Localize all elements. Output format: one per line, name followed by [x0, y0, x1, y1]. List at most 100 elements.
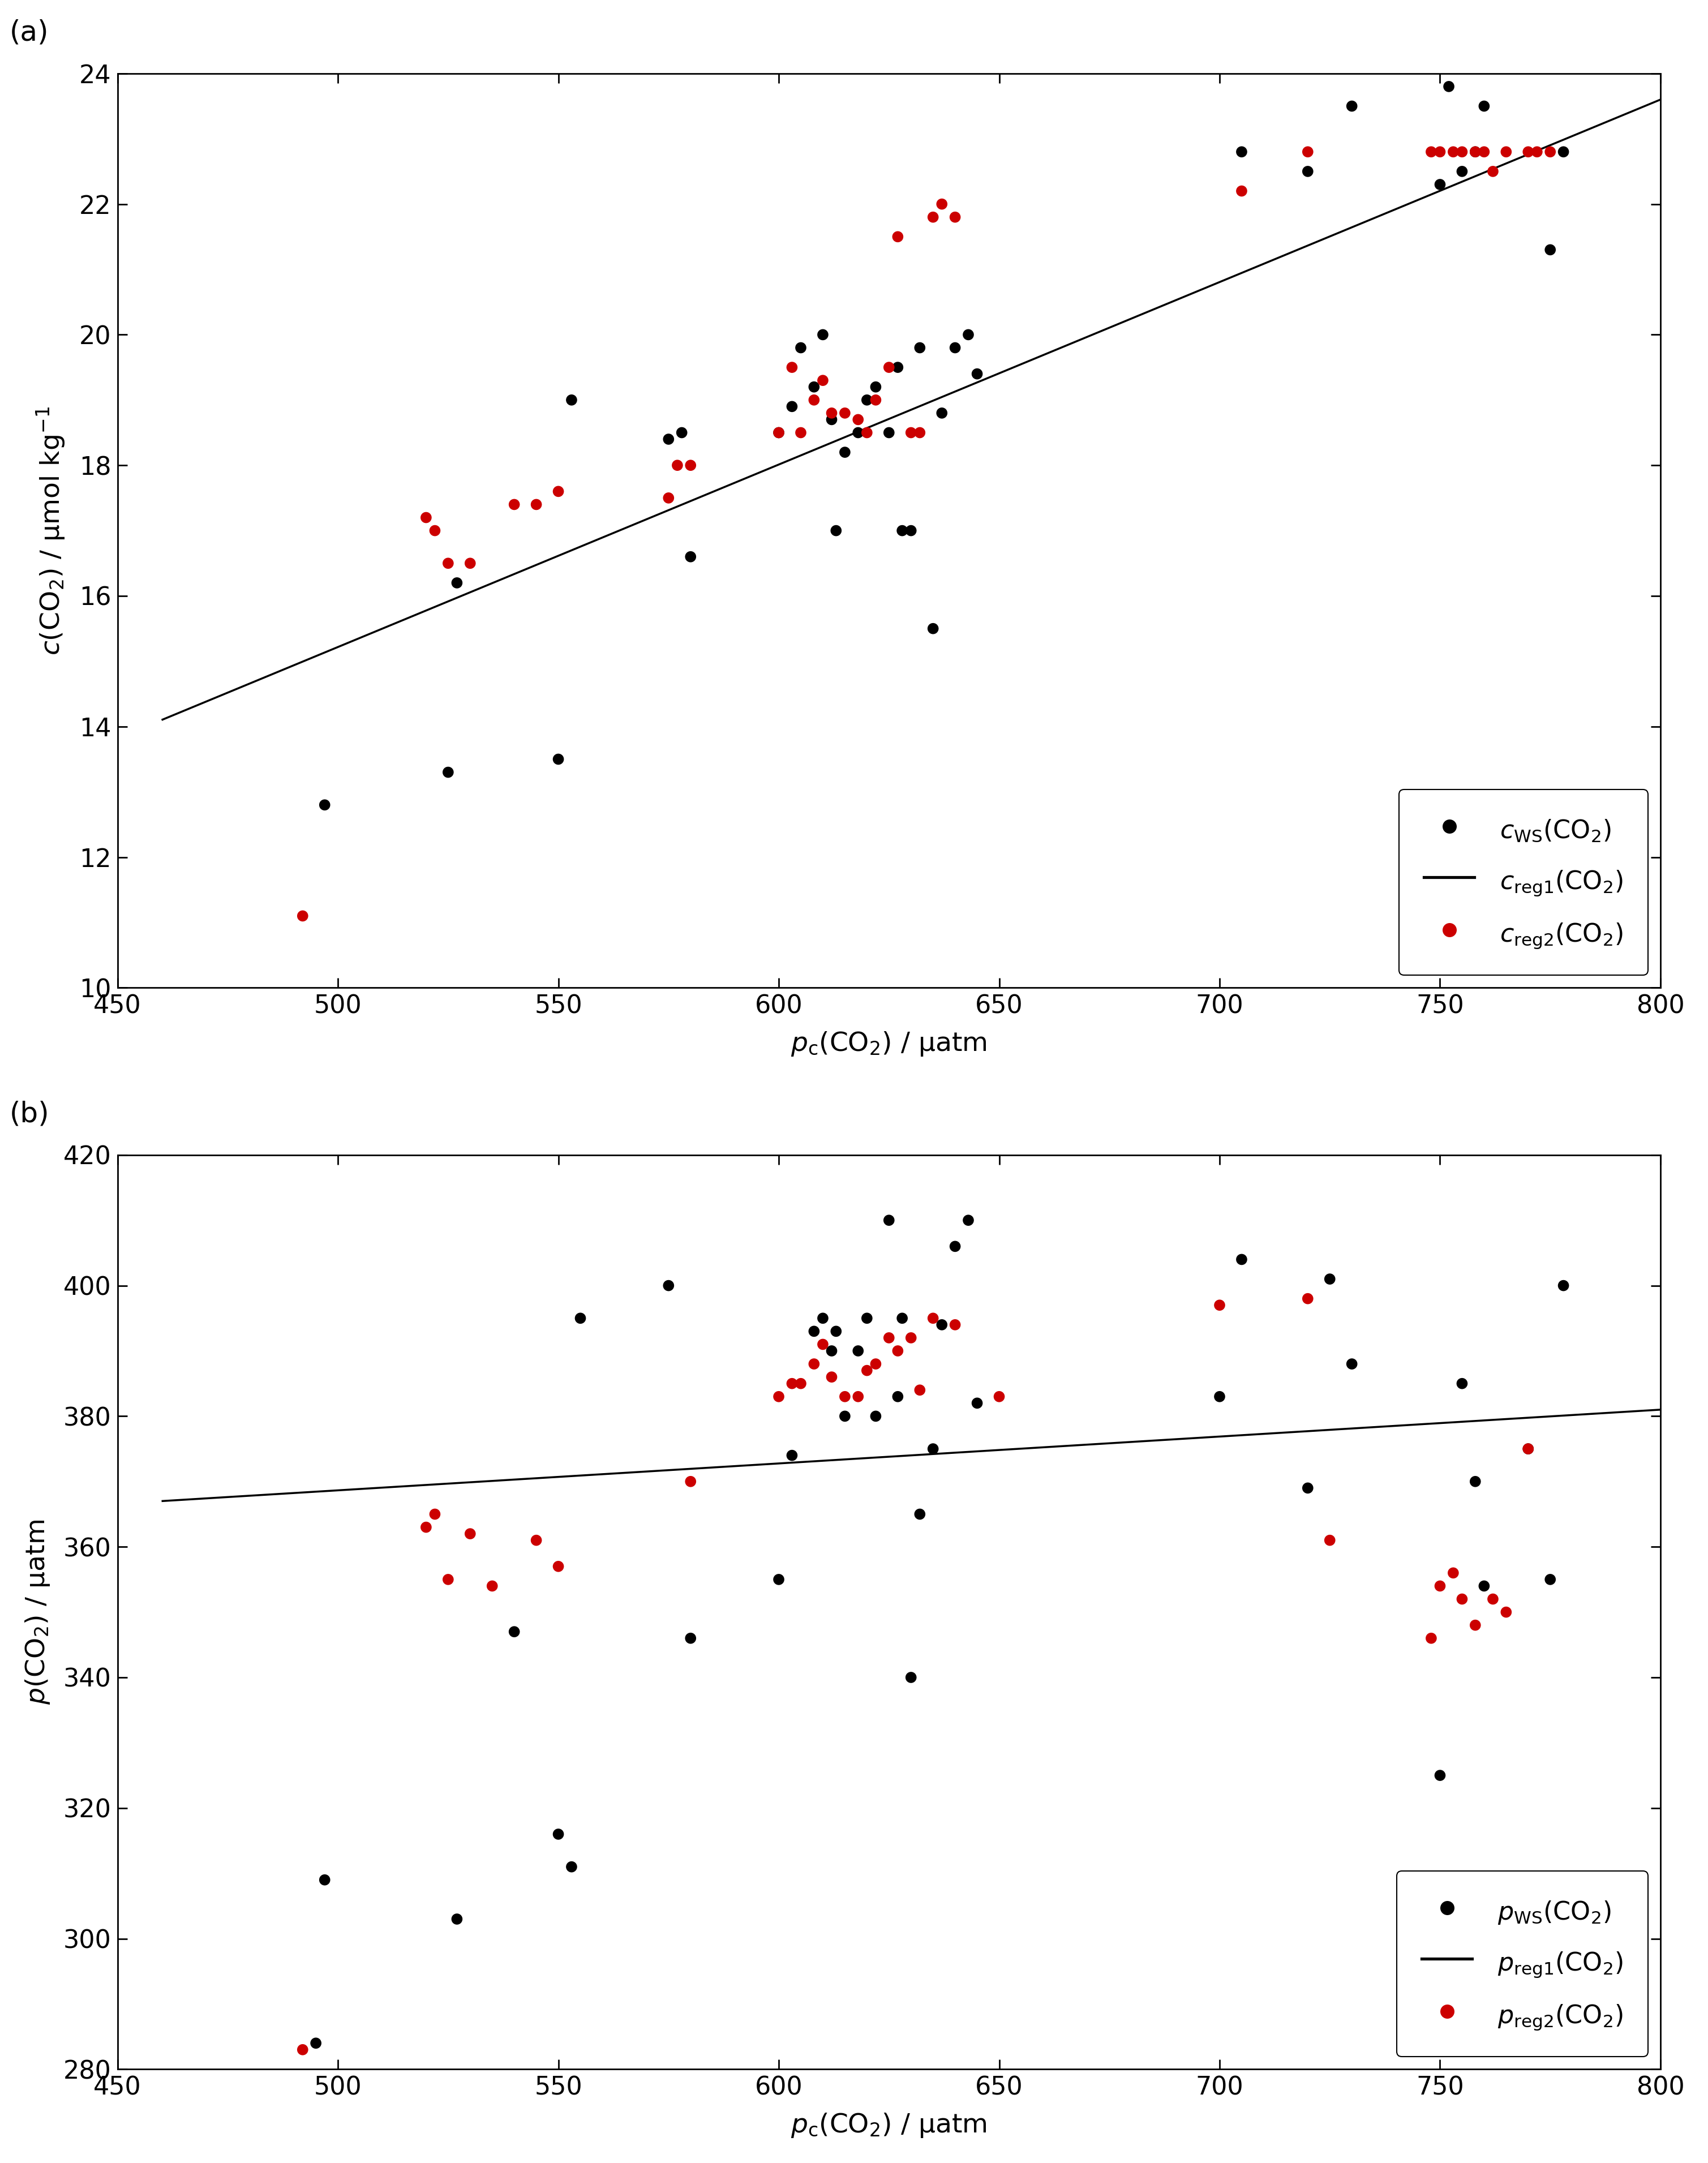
- Point: [863, 1399, 890, 1434]
- Point: [676, 1464, 704, 1499]
- Point: [897, 415, 924, 450]
- Point: [1549, 134, 1576, 169]
- Point: [874, 415, 902, 450]
- Point: [844, 415, 871, 450]
- Point: [1515, 134, 1542, 169]
- Point: [1479, 1581, 1506, 1616]
- Point: [1295, 154, 1322, 188]
- Point: [478, 1568, 506, 1603]
- Point: [434, 755, 461, 789]
- Point: [885, 1380, 912, 1415]
- Point: [523, 487, 550, 521]
- Point: [927, 186, 955, 221]
- Point: [311, 787, 338, 822]
- Point: [523, 1523, 550, 1557]
- Point: [801, 1348, 828, 1382]
- Point: [907, 1374, 934, 1408]
- Point: [1440, 134, 1467, 169]
- Point: [1317, 1523, 1344, 1557]
- Point: [456, 545, 483, 580]
- Point: [832, 435, 859, 469]
- Point: [779, 1438, 806, 1473]
- Point: [1228, 134, 1255, 169]
- Point: [818, 396, 845, 430]
- Point: [1295, 134, 1322, 169]
- Point: [289, 2033, 316, 2068]
- Point: [664, 448, 692, 482]
- Point: [1295, 1280, 1322, 1315]
- Point: [818, 402, 845, 437]
- Point: [907, 331, 934, 366]
- Point: [854, 1300, 881, 1335]
- Point: [559, 383, 586, 417]
- Point: [311, 1862, 338, 1897]
- Point: [885, 1335, 912, 1369]
- Point: [832, 1399, 859, 1434]
- Point: [955, 1203, 982, 1237]
- Point: [654, 480, 681, 515]
- Point: [801, 1313, 828, 1348]
- Point: [676, 448, 704, 482]
- Point: [676, 539, 704, 573]
- Point: [955, 318, 982, 353]
- Point: [885, 218, 912, 253]
- Point: [897, 513, 924, 547]
- Point: [854, 1354, 881, 1389]
- Legend: $p_{\mathrm{WS}}$(CO$_2$), $p_{\mathrm{reg1}}$(CO$_2$), $p_{\mathrm{reg2}}$(CO$_: $p_{\mathrm{WS}}$(CO$_2$), $p_{\mathrm{r…: [1397, 1871, 1648, 2057]
- Point: [919, 1432, 946, 1467]
- Point: [1448, 1581, 1476, 1616]
- Point: [545, 1549, 572, 1583]
- Point: [1515, 1432, 1542, 1467]
- Point: [500, 1614, 528, 1648]
- Point: [907, 415, 934, 450]
- Point: [545, 474, 572, 508]
- Point: [1295, 1471, 1322, 1505]
- Point: [1493, 134, 1520, 169]
- Point: [1426, 1568, 1454, 1603]
- Point: [1440, 1555, 1467, 1590]
- Point: [765, 1380, 793, 1415]
- Point: [787, 331, 815, 366]
- Point: [1426, 167, 1454, 201]
- Legend: $c_{\mathrm{WS}}$(CO$_2$), $c_{\mathrm{reg1}}$(CO$_2$), $c_{\mathrm{reg2}}$(CO$_: $c_{\mathrm{WS}}$(CO$_2$), $c_{\mathrm{r…: [1399, 789, 1648, 976]
- Point: [1515, 1432, 1542, 1467]
- Point: [787, 1367, 815, 1402]
- Point: [810, 1328, 837, 1363]
- Point: [963, 1386, 991, 1421]
- Y-axis label: $c$(CO$_2$) / μmol kg$^{-1}$: $c$(CO$_2$) / μmol kg$^{-1}$: [34, 407, 67, 655]
- Point: [818, 1335, 845, 1369]
- Point: [801, 383, 828, 417]
- Point: [1524, 134, 1551, 169]
- Point: [1228, 1242, 1255, 1276]
- Point: [545, 1817, 572, 1852]
- Point: [765, 1562, 793, 1596]
- Point: [654, 1268, 681, 1302]
- Point: [289, 898, 316, 932]
- Point: [927, 1306, 955, 1341]
- Point: [854, 383, 881, 417]
- Point: [1426, 134, 1454, 169]
- Point: [941, 1306, 968, 1341]
- Point: [1471, 89, 1498, 123]
- Point: [810, 1300, 837, 1335]
- Point: [1462, 134, 1489, 169]
- Point: [412, 500, 439, 534]
- Point: [422, 513, 449, 547]
- Point: [854, 415, 881, 450]
- Point: [1462, 1464, 1489, 1499]
- Point: [907, 1497, 934, 1531]
- Point: [1337, 89, 1365, 123]
- Point: [545, 742, 572, 777]
- Point: [676, 1620, 704, 1655]
- Point: [941, 1229, 968, 1263]
- Point: [302, 2027, 330, 2061]
- Point: [1206, 1380, 1233, 1415]
- Point: [1537, 1562, 1565, 1596]
- Point: [919, 612, 946, 647]
- Point: [1537, 134, 1565, 169]
- Point: [456, 1516, 483, 1551]
- Point: [885, 350, 912, 385]
- Point: [434, 545, 461, 580]
- X-axis label: $p_{\mathrm{c}}$(CO$_2$) / μatm: $p_{\mathrm{c}}$(CO$_2$) / μatm: [791, 2111, 987, 2139]
- Point: [567, 1300, 594, 1335]
